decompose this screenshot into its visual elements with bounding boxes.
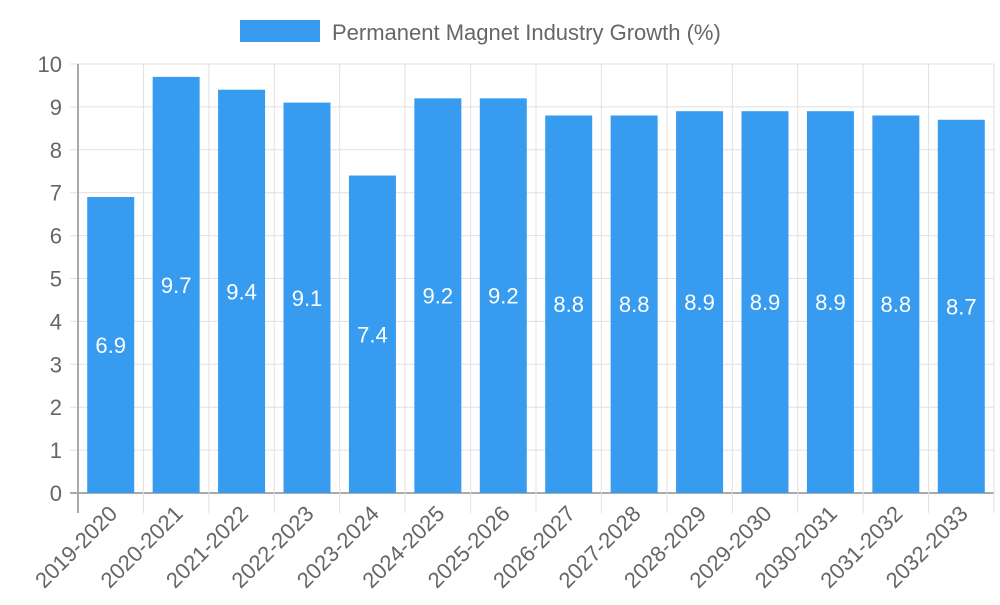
bar (545, 115, 593, 493)
bar (348, 175, 396, 494)
data-label: 9.2 (423, 284, 454, 309)
y-tick-label: 2 (50, 395, 62, 420)
data-label: 9.1 (292, 286, 323, 311)
legend-swatch (240, 20, 320, 42)
data-label: 8.9 (815, 290, 846, 315)
bar (937, 119, 985, 494)
y-tick-label: 0 (50, 481, 62, 506)
bar (872, 115, 920, 493)
data-label: 8.7 (946, 294, 977, 319)
bar (610, 115, 658, 493)
bar (676, 111, 724, 493)
y-tick-label: 6 (50, 224, 62, 249)
y-tick-label: 8 (50, 138, 62, 163)
data-label: 9.4 (226, 279, 257, 304)
y-tick-label: 7 (50, 181, 62, 206)
data-label: 9.2 (488, 284, 519, 309)
data-label: 8.8 (553, 292, 584, 317)
legend[interactable]: Permanent Magnet Industry Growth (%) (240, 20, 721, 45)
y-tick-label: 3 (50, 352, 62, 377)
data-label: 9.7 (161, 273, 192, 298)
y-tick-label: 1 (50, 438, 62, 463)
data-label: 8.8 (881, 292, 912, 317)
bar (741, 111, 789, 493)
bar (479, 98, 527, 493)
data-label: 7.4 (357, 322, 388, 347)
data-label: 8.8 (619, 292, 650, 317)
grid (70, 63, 995, 513)
y-tick-label: 5 (50, 267, 62, 292)
legend-label: Permanent Magnet Industry Growth (%) (332, 20, 721, 45)
bar (87, 196, 135, 494)
bars: 6.9 9.7 9.4 9.1 7.4 9.2 9.2 8.8 8.8 8.9 8.9 8.9 8.8 8… (87, 76, 985, 494)
bar (218, 89, 266, 494)
y-tick-label: 10 (38, 52, 62, 77)
bar (414, 98, 462, 493)
data-label: 8.9 (750, 290, 781, 315)
data-label: 8.9 (684, 290, 715, 315)
bar (806, 111, 854, 493)
y-tick-label: 9 (50, 95, 62, 120)
data-label: 6.9 (95, 333, 126, 358)
y-tick-label: 4 (50, 309, 62, 334)
bar (283, 102, 331, 494)
bar (152, 76, 200, 494)
